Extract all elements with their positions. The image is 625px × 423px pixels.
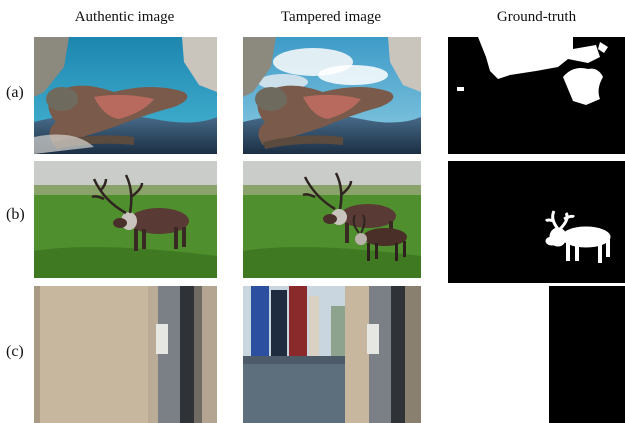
- column-title-tampered: Tampered image: [280, 9, 382, 25]
- ground-truth-mask-b: [448, 161, 625, 283]
- iguana-photo-authentic: [34, 37, 217, 154]
- column-title-authentic: Authentic image: [74, 9, 175, 25]
- row-label-b: (b): [6, 206, 25, 223]
- door-photo-authentic: [34, 286, 217, 423]
- ground-truth-mask-c: [448, 286, 625, 423]
- ground-truth-mask-a: [448, 37, 625, 154]
- reindeer-photo-authentic: [34, 161, 217, 278]
- tampered-image-a: [243, 37, 421, 154]
- row-label-c: (c): [6, 343, 24, 360]
- tampered-image-b: [243, 161, 421, 278]
- mask-shape-c: [448, 286, 625, 423]
- mask-shape-a: [448, 37, 625, 154]
- mask-shape-b: [448, 161, 625, 283]
- tampered-image-c: [243, 286, 421, 423]
- authentic-image-a: [34, 37, 217, 154]
- row-label-a: (a): [6, 84, 24, 101]
- authentic-image-b: [34, 161, 217, 278]
- reindeer-photo-tampered: [243, 161, 421, 278]
- door-photo-tampered: [243, 286, 421, 423]
- authentic-image-c: [34, 286, 217, 423]
- column-title-ground-truth: Ground-truth: [496, 9, 577, 25]
- iguana-photo-tampered: [243, 37, 421, 154]
